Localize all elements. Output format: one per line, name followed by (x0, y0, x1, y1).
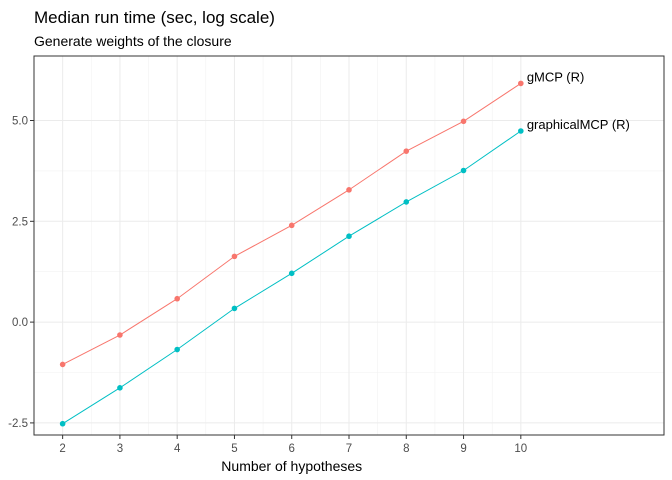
y-tick-label: 5.0 (12, 116, 28, 128)
data-point (403, 199, 410, 205)
series-label-1: gMCP (R) (527, 69, 585, 84)
data-point (403, 148, 410, 154)
x-tick-label: 10 (514, 443, 527, 455)
data-point (288, 222, 295, 229)
data-point (174, 295, 180, 302)
x-tick-label: 7 (346, 443, 352, 455)
x-axis-title: Number of hypotheses (221, 458, 362, 474)
axes: 2 3 4 5 6 7 8 9 10 -2.5 0.0 2.5 5.0 (8, 116, 527, 455)
data-point (460, 167, 467, 174)
data-point (59, 361, 66, 368)
y-tick-label: 2.5 (12, 216, 28, 228)
data-point (117, 332, 123, 338)
x-tick-label: 8 (403, 443, 409, 455)
data-point (346, 233, 352, 240)
grid (34, 56, 664, 435)
data-point (174, 346, 180, 353)
y-tick-label: -2.5 (8, 418, 28, 430)
chart-subtitle: Generate weights of the closure (34, 33, 232, 49)
data-point (518, 80, 524, 87)
data-point (460, 118, 467, 125)
series-label-2: graphicalMCP (R) (527, 117, 630, 132)
chart-title: Median run time (sec, log scale) (34, 8, 275, 27)
data-point (288, 270, 295, 277)
y-tick-label: 0.0 (12, 317, 28, 329)
x-tick-label: 3 (117, 443, 123, 455)
x-tick-label: 2 (59, 443, 65, 455)
x-tick-label: 6 (289, 443, 295, 455)
x-tick-label: 9 (460, 443, 466, 455)
data-point (231, 305, 238, 312)
data-point (117, 385, 123, 391)
data-point (346, 187, 352, 193)
x-tick-label: 4 (174, 443, 181, 455)
data-point (518, 128, 524, 134)
x-tick-label: 5 (231, 443, 237, 455)
data-point (231, 253, 238, 260)
data-point (59, 420, 66, 427)
series-layer: gMCP (R) graphicalMCP (R) (59, 69, 630, 427)
